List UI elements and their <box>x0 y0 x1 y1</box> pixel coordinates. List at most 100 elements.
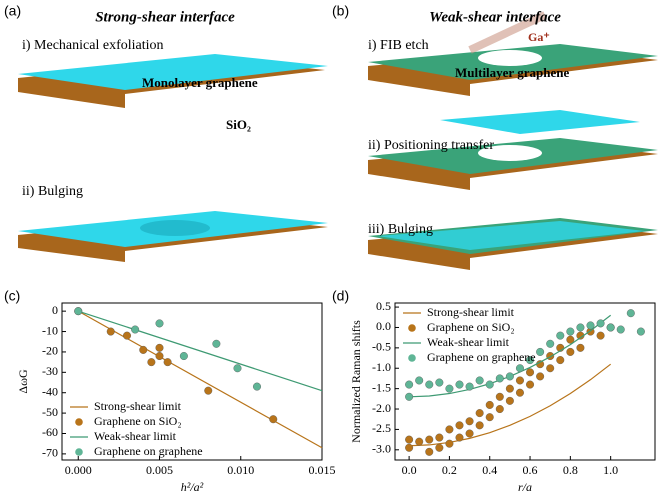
x-tick-label: 0.000 <box>65 463 92 477</box>
y-tick-label: -2.5 <box>372 421 391 435</box>
y-tick-label: -50 <box>42 405 58 419</box>
data-point <box>456 434 464 442</box>
data-point <box>496 393 504 401</box>
y-tick-label: -1.0 <box>372 360 391 374</box>
data-point <box>506 385 514 393</box>
data-point <box>516 364 524 372</box>
y-tick-label: -30 <box>42 364 58 378</box>
data-point <box>456 381 464 389</box>
legend-swatch <box>75 448 83 456</box>
data-point <box>156 320 164 328</box>
series-line <box>78 311 322 391</box>
data-point <box>415 377 423 385</box>
data-point <box>496 375 504 383</box>
data-point <box>156 344 164 352</box>
y-tick-label: 0 <box>52 303 58 317</box>
data-point <box>476 422 484 430</box>
data-point <box>466 430 474 438</box>
data-point <box>415 438 423 446</box>
legend-label: Strong-shear limit <box>94 399 182 413</box>
y-tick-label: -2.0 <box>372 401 391 415</box>
y-axis-label: ΔωG <box>16 369 30 394</box>
data-point <box>446 385 454 393</box>
step-label: iii) Bulging <box>368 222 433 237</box>
data-point <box>567 348 575 356</box>
data-point <box>486 413 494 421</box>
y-tick-label: -10 <box>42 323 58 337</box>
legend-swatch <box>408 324 416 332</box>
data-point <box>486 381 494 389</box>
data-point <box>213 340 221 348</box>
data-point <box>436 379 444 387</box>
data-point <box>405 393 413 401</box>
data-point <box>269 415 277 423</box>
y-tick-label: -0.5 <box>372 340 391 354</box>
x-axis-label: h²/a² <box>181 480 204 494</box>
x-tick-label: 0.2 <box>442 463 457 477</box>
page: (a) Strong-shear interface i) Mechanical… <box>0 0 660 495</box>
y-tick-label: -60 <box>42 425 58 439</box>
legend-label: Strong-shear limit <box>427 305 515 319</box>
data-point <box>607 324 615 332</box>
data-point <box>148 358 156 366</box>
data-point <box>597 332 605 340</box>
legend-label: Weak-shear limit <box>94 429 177 443</box>
data-point <box>139 346 147 354</box>
panel-label: (a) <box>4 3 21 19</box>
step-label: i) Mechanical exfoliation <box>22 38 164 53</box>
data-point <box>506 397 514 405</box>
layer-label: Monolayer graphene <box>142 75 258 90</box>
data-point <box>496 405 504 413</box>
data-point <box>516 389 524 397</box>
step-label: i) FIB etch <box>368 38 429 53</box>
data-point <box>446 440 454 448</box>
data-point <box>234 364 242 372</box>
data-point <box>456 422 464 430</box>
data-point <box>516 377 524 385</box>
data-point <box>526 381 534 389</box>
data-point <box>436 434 444 442</box>
panel-title: Weak-shear interface <box>429 9 561 25</box>
panel-label: (c) <box>4 288 20 304</box>
data-point <box>425 436 433 444</box>
data-point <box>446 426 454 434</box>
step-label: ii) Positioning transfer <box>368 138 494 153</box>
data-point <box>597 320 605 328</box>
x-tick-label: 0.8 <box>563 463 578 477</box>
data-point <box>536 348 544 356</box>
data-point <box>466 417 474 425</box>
y-tick-label: -3.0 <box>372 442 391 456</box>
panel-label: (b) <box>332 3 349 19</box>
data-point <box>556 332 564 340</box>
x-axis-label: r/a <box>518 480 532 494</box>
figure: (a) Strong-shear interface i) Mechanical… <box>0 0 660 495</box>
data-point <box>156 352 164 360</box>
data-point <box>204 387 212 395</box>
data-point <box>476 409 484 417</box>
data-point <box>556 356 564 364</box>
x-tick-label: 0.6 <box>523 463 538 477</box>
data-point <box>476 377 484 385</box>
data-point <box>567 328 575 336</box>
data-point <box>526 369 534 377</box>
step-label: ii) Bulging <box>22 184 83 199</box>
x-tick-label: 0.005 <box>146 463 173 477</box>
data-point <box>617 326 625 334</box>
y-tick-label: -1.5 <box>372 380 391 394</box>
legend-label: Graphene on SiO₂ <box>427 320 515 334</box>
y-tick-label: -40 <box>42 384 58 398</box>
data-point <box>486 401 494 409</box>
data-point <box>405 436 413 444</box>
x-tick-label: 0.0 <box>402 463 417 477</box>
substrate-label: SiO₂ <box>226 117 251 132</box>
data-point <box>577 324 585 332</box>
data-point <box>436 444 444 452</box>
ion-label: Ga⁺ <box>528 30 550 44</box>
y-tick-label: -70 <box>42 446 58 460</box>
x-tick-label: 1.0 <box>603 463 618 477</box>
data-point <box>425 381 433 389</box>
data-point <box>546 364 554 372</box>
data-point <box>405 444 413 452</box>
data-point <box>164 358 172 366</box>
legend-label: Graphene on graphene <box>94 444 203 458</box>
